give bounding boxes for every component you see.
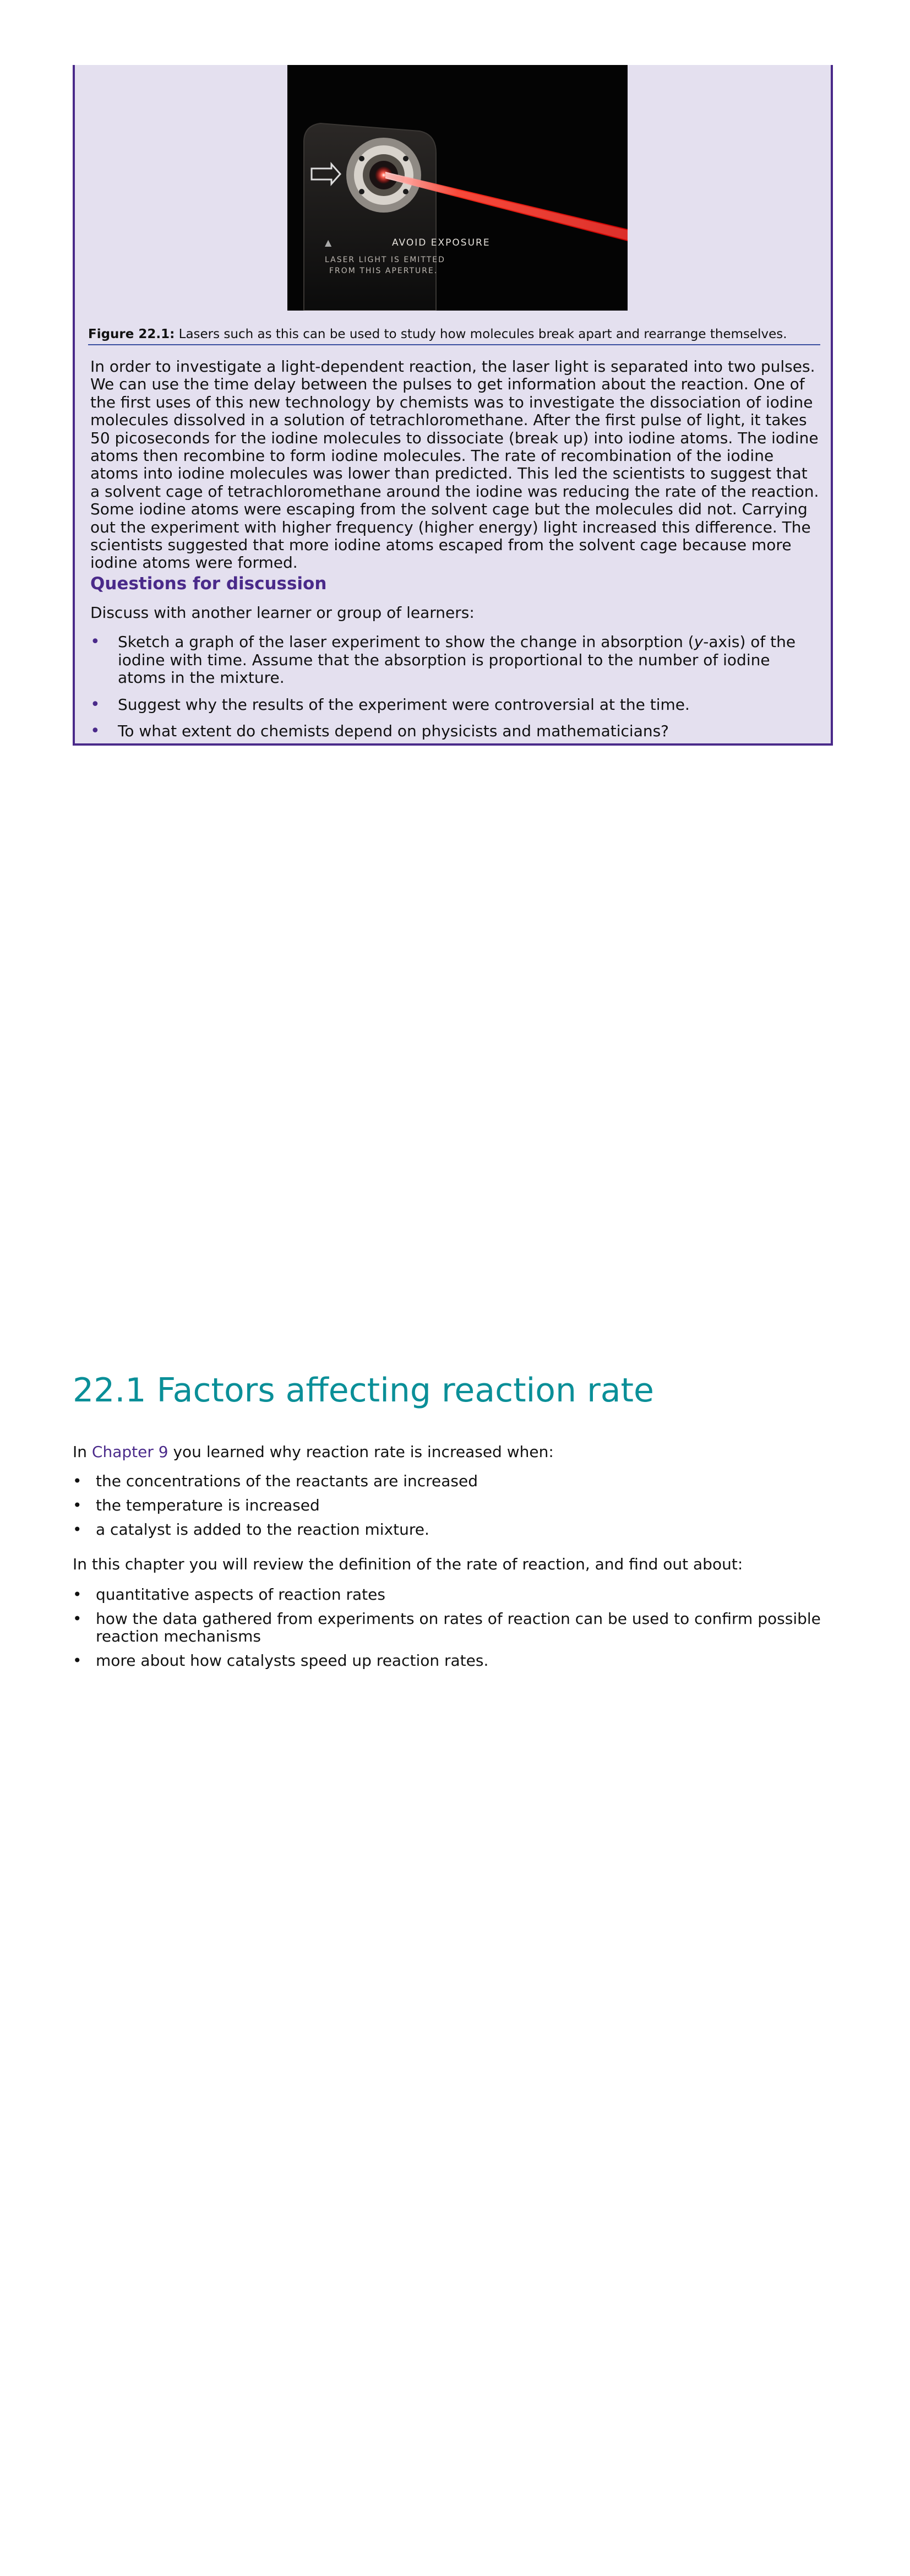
laser-warning-line-2: FROM THIS APERTURE.	[329, 267, 438, 275]
question-item: • Sketch a graph of the laser experiment…	[90, 632, 796, 687]
laser-photo: AVOID EXPOSURE ▲ LASER LIGHT IS EMITTED …	[287, 65, 628, 311]
bullet-icon: •	[73, 1496, 82, 1514]
laser-warning-line-1: LASER LIGHT IS EMITTED	[325, 256, 445, 264]
bullet-icon: •	[90, 721, 100, 741]
reading-box: AVOID EXPOSURE ▲ LASER LIGHT IS EMITTED …	[73, 65, 833, 746]
figure-caption-text: Lasers such as this can be used to study…	[175, 327, 787, 341]
list-item: • quantitative aspects of reaction rates	[73, 1585, 385, 1604]
reading-paragraph: In order to investigate a light-dependen…	[90, 357, 819, 572]
list-item: • the concentrations of the reactants are…	[73, 1472, 478, 1490]
svg-text:▲: ▲	[325, 237, 332, 248]
avoid-exposure-label: AVOID EXPOSURE	[392, 237, 491, 248]
section-heading: 22.1 Factors affecting reaction rate	[73, 1371, 654, 1410]
section-intro: In Chapter 9 you learned why reaction ra…	[73, 1443, 554, 1461]
list-item: • more about how catalysts speed up react…	[73, 1651, 489, 1670]
figure-label: Figure 22.1:	[88, 327, 175, 341]
bullet-icon: •	[73, 1610, 82, 1628]
list-item: • a catalyst is added to the reaction mix…	[73, 1520, 429, 1539]
question-item: • Suggest why the results of the experim…	[90, 694, 690, 714]
laser-device-illustration: AVOID EXPOSURE ▲ LASER LIGHT IS EMITTED …	[287, 65, 628, 311]
bullet-icon: •	[90, 632, 100, 651]
bullet-icon: •	[73, 1472, 82, 1490]
discuss-intro: Discuss with another learner or group of…	[90, 604, 475, 622]
bullet-icon: •	[90, 694, 100, 714]
conditions-list: • the concentrations of the reactants are…	[73, 1472, 821, 1545]
chapter-link[interactable]: Chapter 9	[91, 1443, 168, 1461]
discussion-questions: • Sketch a graph of the laser experiment…	[90, 633, 820, 749]
topics-list: • quantitative aspects of reaction rates …	[73, 1586, 821, 1676]
bullet-icon: •	[73, 1520, 82, 1539]
review-text: In this chapter you will review the defi…	[73, 1555, 743, 1573]
bullet-icon: •	[73, 1585, 82, 1604]
question-item: • To what extent do chemists depend on p…	[90, 721, 669, 741]
list-item: • the temperature is increased	[73, 1496, 320, 1514]
list-item: • how the data gathered from experiments …	[73, 1610, 821, 1645]
figure-caption: Figure 22.1: Lasers such as this can be …	[88, 326, 820, 345]
questions-heading: Questions for discussion	[90, 574, 327, 594]
bullet-icon: •	[73, 1651, 82, 1670]
